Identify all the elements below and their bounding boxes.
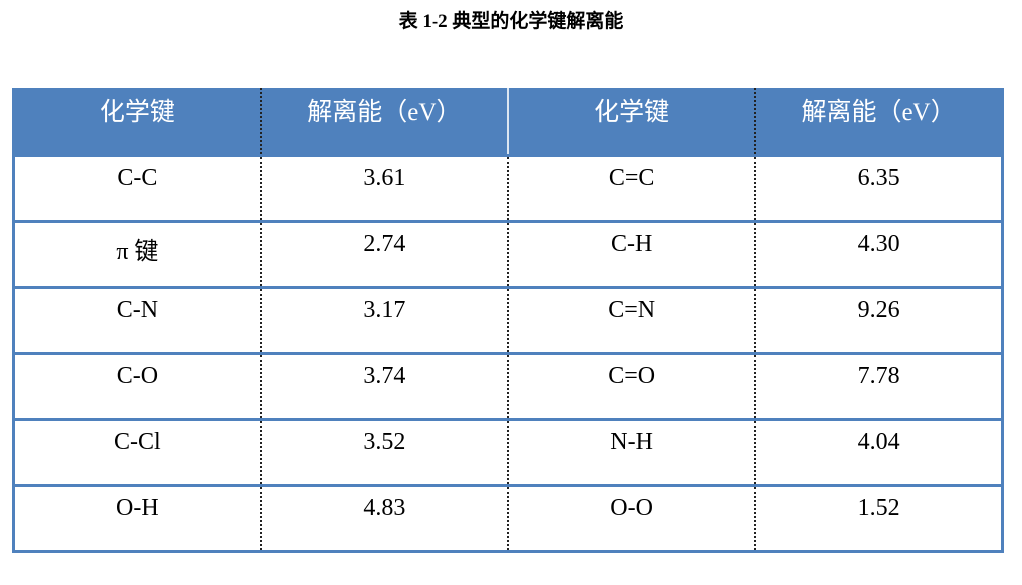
table-row: C-C 3.61 C=C 6.35 <box>11 153 1005 221</box>
energy-cell: 3.52 <box>259 417 508 485</box>
table-row: O-H 4.83 O-O 1.52 <box>11 483 1005 553</box>
bond-cell: C-H <box>506 219 756 287</box>
energy-cell: 4.04 <box>754 417 1005 485</box>
bond-cell: C=O <box>506 351 756 419</box>
energy-cell: 3.74 <box>259 351 508 419</box>
bond-cell: C=C <box>506 153 756 221</box>
energy-cell: 3.61 <box>259 153 508 221</box>
bond-cell: π 键 <box>11 219 261 287</box>
energy-cell: 9.26 <box>754 285 1005 353</box>
bond-cell: N-H <box>506 417 756 485</box>
bond-cell: O-H <box>11 483 261 553</box>
header-bond: 化学键 <box>11 88 261 155</box>
bond-energy-table: 化学键 解离能（eV） 化学键 解离能（eV） C-C 3.61 C=C 6.35 π … <box>11 88 1005 553</box>
table-row: C-Cl 3.52 N-H 4.04 <box>11 417 1005 485</box>
bond-cell: C=N <box>506 285 756 353</box>
bond-cell: C-C <box>11 153 261 221</box>
bond-cell: C-N <box>11 285 261 353</box>
energy-cell: 3.17 <box>259 285 508 353</box>
bond-cell: C-Cl <box>11 417 261 485</box>
energy-cell: 2.74 <box>259 219 508 287</box>
header-energy: 解离能（eV） <box>754 88 1005 155</box>
energy-cell: 6.35 <box>754 153 1005 221</box>
header-bond: 化学键 <box>506 88 756 155</box>
energy-cell: 7.78 <box>754 351 1005 419</box>
table-row: π 键 2.74 C-H 4.30 <box>11 219 1005 287</box>
energy-cell: 4.30 <box>754 219 1005 287</box>
table-row: C-O 3.74 C=O 7.78 <box>11 351 1005 419</box>
bond-cell: O-O <box>506 483 756 553</box>
bond-cell: C-O <box>11 351 261 419</box>
header-energy: 解离能（eV） <box>259 88 508 155</box>
energy-cell: 1.52 <box>754 483 1005 553</box>
header-row: 化学键 解离能（eV） 化学键 解离能（eV） <box>11 88 1005 155</box>
table-caption: 表 1-2 典型的化学键解离能 <box>398 11 624 32</box>
energy-cell: 4.83 <box>259 483 508 553</box>
table-row: C-N 3.17 C=N 9.26 <box>11 285 1005 353</box>
